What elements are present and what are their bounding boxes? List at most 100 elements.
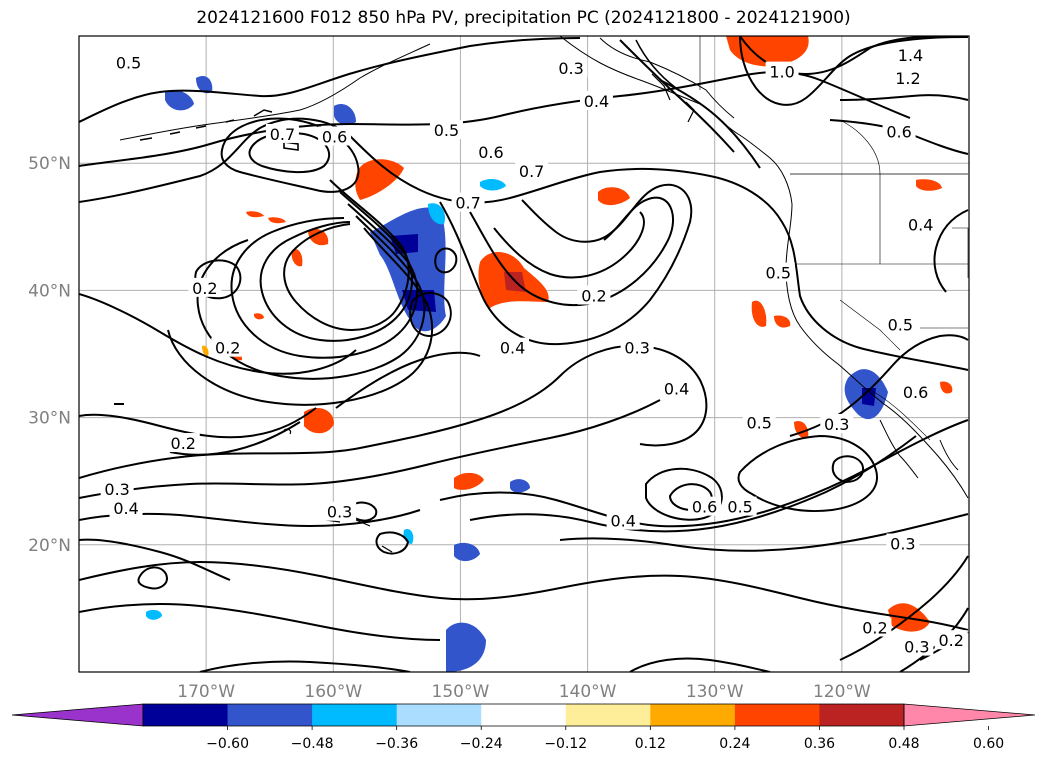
colorbar-segment bbox=[734, 704, 820, 726]
colorbar-tick-label: 0.36 bbox=[804, 736, 835, 752]
contour-label-bg bbox=[900, 636, 934, 656]
contour-label: 0.6 bbox=[903, 383, 928, 402]
lon-tick-label: 160°W bbox=[304, 682, 362, 702]
lat-tick-label: 40°N bbox=[28, 281, 71, 301]
precip-blob bbox=[268, 217, 286, 224]
precip-blob bbox=[246, 211, 264, 218]
contour-label-bg bbox=[883, 314, 917, 334]
contour-label: 0.6 bbox=[692, 498, 717, 517]
colorbar-extend-low bbox=[11, 703, 144, 727]
contour-label-bg bbox=[100, 478, 134, 498]
contour-label-bg bbox=[820, 413, 854, 433]
contour-label-bg bbox=[688, 496, 722, 516]
colorbar-segment bbox=[565, 704, 651, 726]
precip-blob bbox=[428, 203, 446, 225]
contour-label: 0.4 bbox=[664, 379, 689, 398]
precip-blob bbox=[454, 472, 484, 490]
precip-blob bbox=[510, 479, 530, 493]
contour-label-bg bbox=[891, 67, 925, 87]
precip-blob bbox=[916, 179, 942, 191]
contour-label: 0.2 bbox=[171, 434, 196, 453]
contour-label-bg bbox=[112, 52, 146, 72]
colorbar-tick-label: −0.60 bbox=[206, 736, 249, 752]
precip-blob bbox=[480, 179, 506, 191]
contour-label-bg bbox=[858, 617, 892, 637]
contour-label: 0.5 bbox=[727, 498, 752, 517]
precip-blob bbox=[146, 609, 162, 620]
contour-label: 0.5 bbox=[766, 264, 791, 283]
contour-label: 0.5 bbox=[888, 316, 913, 335]
contour-label: 1.2 bbox=[895, 69, 920, 88]
contour-label-bg bbox=[515, 160, 549, 180]
colorbar-segment bbox=[312, 704, 398, 726]
precip-blob bbox=[254, 313, 264, 320]
lon-tick-label: 150°W bbox=[432, 682, 490, 702]
contour-label-bg bbox=[579, 90, 613, 110]
colorbar-extend-high bbox=[903, 703, 1036, 727]
colorbar-segment bbox=[143, 704, 229, 726]
contour-label: 0.2 bbox=[192, 279, 217, 298]
contour-label: 0.5 bbox=[434, 121, 459, 140]
contour-label-bg bbox=[882, 121, 916, 141]
lon-tick-label: 140°W bbox=[559, 682, 617, 702]
contour-label-bg bbox=[761, 262, 795, 282]
contour-label-bg bbox=[765, 61, 799, 81]
contour-label: 0.2 bbox=[581, 286, 606, 305]
contour-label: 0.6 bbox=[478, 143, 503, 162]
contour-label: 0.3 bbox=[104, 480, 129, 499]
contour-label: 0.3 bbox=[890, 535, 915, 554]
contour-label: 0.4 bbox=[113, 499, 138, 518]
contour-label-bg bbox=[211, 337, 245, 357]
pv-contours bbox=[79, 36, 969, 672]
contour-label-bg bbox=[577, 285, 611, 305]
colorbar-tick-label: −0.36 bbox=[375, 736, 418, 752]
contour-label-bg bbox=[606, 510, 640, 530]
contour-label: 0.2 bbox=[215, 339, 240, 358]
precip-blob bbox=[940, 381, 953, 394]
contour-label-bg bbox=[899, 382, 933, 402]
lat-tick-label: 20°N bbox=[28, 536, 71, 556]
contour-labels: 0.50.7 0.6 0.50.60.70.70.30.41.01.41.20.60… bbox=[100, 45, 968, 657]
lon-tick-label: 130°W bbox=[686, 682, 744, 702]
contour-label: 0.3 bbox=[558, 59, 583, 78]
contour-label: 1.4 bbox=[898, 46, 923, 65]
precip-blob bbox=[202, 345, 209, 356]
contour-label: 0.7 bbox=[455, 194, 480, 213]
contour-label: 0.3 bbox=[624, 339, 649, 358]
colorbar-outline bbox=[142, 703, 905, 727]
colorbar-tick-label: −0.12 bbox=[544, 736, 587, 752]
contour-label-bg bbox=[660, 378, 694, 398]
contour-label: 0.4 bbox=[500, 339, 525, 358]
map-title: 2024121600 F012 850 hPa PV, precipitatio… bbox=[196, 8, 851, 28]
precip-blob bbox=[794, 420, 809, 439]
contour-label: 0.4 bbox=[908, 215, 933, 234]
precip-blob bbox=[196, 75, 213, 94]
precip-blob bbox=[334, 103, 356, 125]
precip-blob bbox=[355, 159, 404, 200]
contour-label-bg bbox=[886, 533, 920, 553]
contour-label-bg bbox=[934, 630, 968, 650]
contour-label-bg bbox=[620, 337, 654, 357]
lon-tick-label: 120°W bbox=[813, 682, 871, 702]
lat-tick-label: 30°N bbox=[28, 409, 71, 429]
contour-label: 0.5 bbox=[116, 54, 141, 73]
colorbar-tick-label: −0.24 bbox=[460, 736, 503, 752]
colorbar-segment bbox=[819, 704, 905, 726]
precip-blob bbox=[446, 622, 486, 672]
contour-label: 0.6 bbox=[886, 122, 911, 141]
contour-label: 0.7 bbox=[270, 125, 295, 144]
contour-label-bg bbox=[742, 412, 776, 432]
longitude-labels: 170°W 160°W 150°W 140°W 130°W 120°W bbox=[177, 682, 871, 702]
contour-label: 0.6 bbox=[322, 127, 347, 146]
colorbar-tick-label: 0.24 bbox=[719, 736, 750, 752]
contour-label: 0.3 bbox=[824, 415, 849, 434]
contour-label-bg bbox=[894, 45, 928, 65]
latitude-labels: 50°N 40°N 30°N 20°N bbox=[28, 154, 71, 556]
lat-tick-label: 50°N bbox=[28, 154, 71, 174]
contour-label-bg bbox=[451, 192, 485, 212]
contour-label-bg bbox=[265, 123, 299, 143]
contour-label-bg bbox=[166, 433, 200, 453]
precip-blob bbox=[454, 542, 480, 562]
colorbar-tick-label: 0.12 bbox=[635, 736, 666, 752]
